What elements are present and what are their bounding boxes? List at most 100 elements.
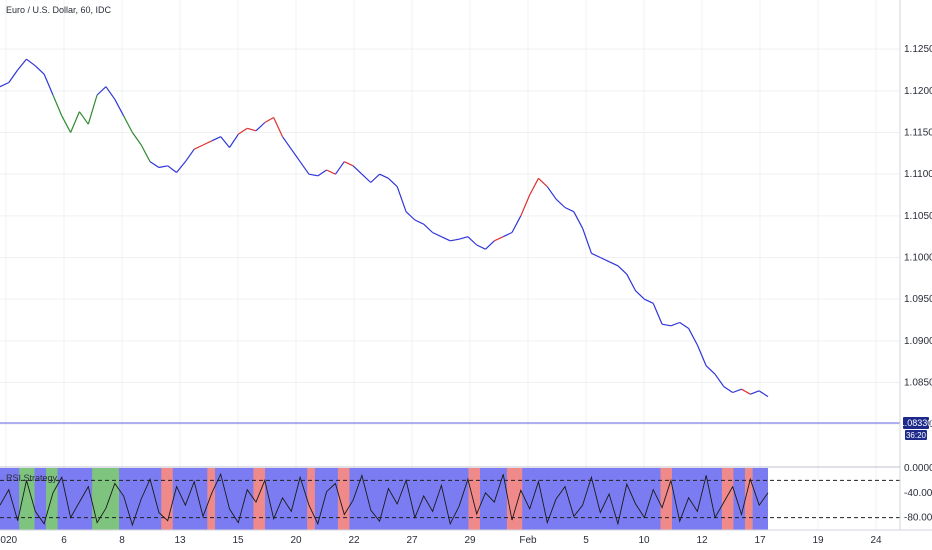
price-segment (388, 177, 398, 188)
price-segment (158, 165, 168, 169)
price-segment (644, 298, 654, 304)
price-segment (529, 178, 540, 196)
price-segment (661, 323, 672, 327)
price-segment (635, 290, 645, 300)
price-segment (396, 186, 407, 212)
price-segment (167, 165, 177, 173)
price-segment (432, 231, 442, 238)
last-price-tag-bg (903, 417, 929, 429)
price-segment (220, 136, 230, 148)
price-segment (485, 240, 495, 250)
indicator-zones (19, 468, 753, 530)
price-segment (423, 223, 433, 233)
time-tick-label: 15 (232, 535, 244, 546)
countdown-tag-value: 36:20 (906, 431, 927, 440)
price-segment (732, 388, 742, 394)
indicator-tick-label: 0.00000 (904, 463, 932, 474)
price-segment (538, 177, 548, 188)
price-segment (326, 169, 336, 175)
price-tick-label: 1.12000 (904, 86, 932, 97)
time-tick-label: 27 (406, 535, 418, 546)
sell-zone (161, 468, 173, 530)
price-segment (741, 388, 751, 395)
price-segment (8, 69, 19, 83)
price-segment (281, 136, 292, 150)
countdown-tag-bg (905, 430, 927, 440)
price-segment (476, 244, 486, 250)
sell-zone (721, 468, 734, 530)
sell-zone (253, 468, 265, 530)
time-tick-label: 2020 (0, 535, 18, 546)
price-segment (705, 365, 716, 375)
price-segment (714, 373, 725, 388)
price-segment (273, 117, 284, 137)
price-segment (43, 73, 54, 96)
price-segment (317, 169, 327, 177)
price-segment (511, 215, 522, 233)
time-tick-label: 24 (870, 535, 882, 546)
sell-zone (660, 468, 672, 530)
price-segment (361, 173, 372, 183)
indicator-line (0, 472, 769, 527)
price-segment (34, 65, 45, 75)
price-segment (670, 321, 680, 327)
time-tick-label: 12 (696, 535, 708, 546)
time-tick-label: 19 (812, 535, 824, 546)
indicator-title: RSI Strategy (6, 473, 58, 483)
sell-zone (468, 468, 480, 530)
buy-zone (19, 468, 35, 530)
indicator-tick-label: -80.00000 (904, 513, 932, 524)
price-segment (502, 231, 513, 238)
price-segment (131, 132, 142, 146)
price-tick-label: 1.12500 (904, 44, 932, 55)
time-tick-label: 6 (61, 535, 67, 546)
indicator-pane: RSI Strategy (0, 468, 900, 530)
price-segment (70, 111, 81, 133)
price-segment (87, 94, 98, 125)
price-segment (264, 116, 274, 124)
last-price-tag-value: 1.08330 (900, 418, 932, 428)
price-segment (184, 148, 195, 163)
price-segment (450, 238, 460, 242)
price-segment (290, 148, 301, 163)
price-segment (308, 173, 318, 177)
indicator-tick-label: -40.00000 (904, 488, 932, 499)
sell-zone (337, 468, 350, 530)
price-segment (123, 115, 133, 133)
price-segment (617, 265, 628, 275)
price-segment (352, 165, 363, 175)
price-segment (458, 236, 469, 240)
indicator-axis-labels: 0.00000 -40.00000 -80.00000 (904, 463, 932, 524)
price-segment (17, 58, 27, 71)
price-segment (96, 86, 107, 96)
time-tick-label: 8 (119, 535, 125, 546)
price-tick-label: 1.11000 (904, 169, 932, 180)
price-segment (26, 58, 36, 67)
price-segment (405, 211, 416, 221)
sell-zone (744, 468, 753, 530)
price-tick-label: 1.09000 (904, 336, 932, 347)
price-segment (114, 98, 125, 117)
price-series (0, 58, 769, 398)
indicator-background (0, 468, 768, 530)
price-segment (334, 161, 345, 175)
price-segment (370, 173, 380, 183)
price-segment (520, 194, 531, 217)
price-segment (247, 127, 257, 132)
price-segment (600, 256, 610, 263)
price-grid (0, 0, 900, 530)
time-axis-labels: 2020 6 8 13 15 20 22 27 29 Feb 5 10 12 17 19 24 (0, 535, 882, 546)
buy-zone (46, 468, 58, 530)
symbol-title: Euro / U.S. Dollar, 60, IDC (6, 5, 112, 15)
price-segment (467, 236, 478, 246)
price-segment (211, 136, 221, 142)
price-segment (582, 228, 593, 254)
time-tick-label: 5 (583, 535, 589, 546)
price-segment (140, 144, 151, 162)
price-segment (564, 206, 575, 213)
price-segment (105, 86, 116, 100)
price-segment (202, 140, 213, 146)
